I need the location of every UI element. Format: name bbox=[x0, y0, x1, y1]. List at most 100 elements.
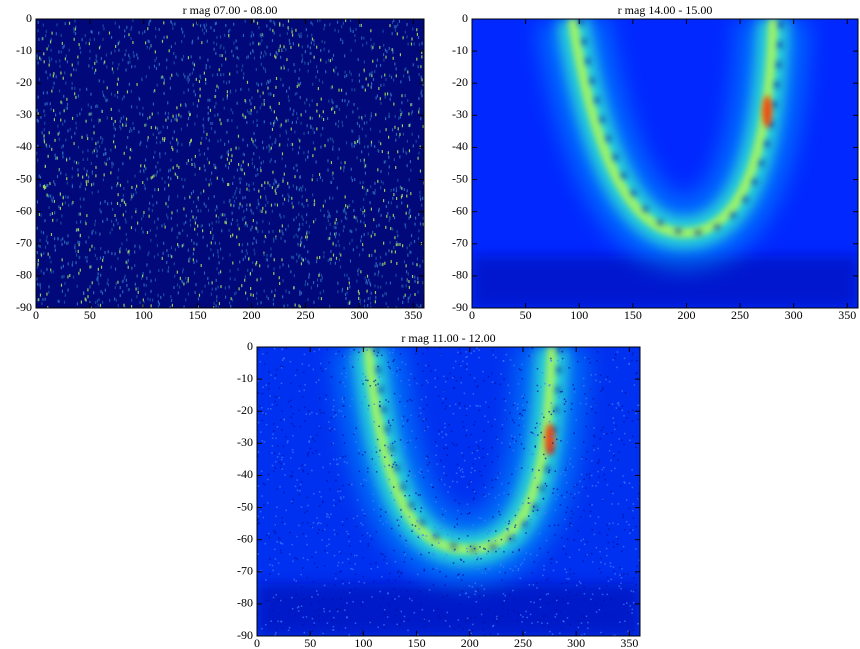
noise bbox=[444, 423, 446, 425]
noise bbox=[267, 408, 269, 410]
speckle bbox=[172, 227, 173, 230]
speckle bbox=[117, 83, 118, 86]
speckle bbox=[205, 78, 206, 81]
noise bbox=[301, 603, 303, 605]
noise bbox=[399, 396, 401, 398]
speckle bbox=[163, 21, 164, 24]
speckle bbox=[401, 285, 402, 288]
speckle bbox=[46, 239, 47, 242]
speckle bbox=[168, 170, 169, 173]
noise bbox=[392, 352, 394, 354]
noise bbox=[564, 403, 566, 405]
speckle bbox=[194, 123, 195, 126]
noise bbox=[392, 419, 394, 421]
y-tick-label: -20 bbox=[16, 75, 32, 89]
speckle bbox=[286, 58, 287, 61]
speckle bbox=[332, 85, 333, 88]
speckle bbox=[302, 203, 303, 206]
speckle bbox=[63, 95, 64, 98]
noise bbox=[280, 600, 282, 602]
speckle bbox=[344, 54, 345, 57]
speckle bbox=[282, 194, 283, 197]
speckle bbox=[247, 224, 248, 227]
speckle bbox=[107, 158, 108, 161]
noise bbox=[371, 538, 373, 540]
noise bbox=[467, 504, 469, 506]
speckle bbox=[166, 214, 167, 217]
speckle bbox=[412, 262, 413, 265]
noise bbox=[290, 400, 292, 402]
noise bbox=[530, 601, 532, 603]
speckle bbox=[235, 46, 236, 49]
noise bbox=[282, 366, 284, 368]
speckle bbox=[38, 120, 39, 123]
speckle bbox=[371, 115, 372, 118]
noise bbox=[380, 591, 382, 593]
speckle bbox=[371, 85, 372, 88]
noise bbox=[318, 620, 320, 622]
noise bbox=[300, 574, 302, 576]
speckle bbox=[99, 79, 100, 82]
speckle bbox=[232, 261, 233, 264]
noise bbox=[467, 551, 469, 553]
noise bbox=[515, 495, 517, 497]
noise bbox=[612, 522, 614, 524]
speckle bbox=[147, 27, 148, 30]
speckle bbox=[152, 299, 153, 302]
speckle bbox=[382, 275, 383, 278]
speckle bbox=[204, 169, 205, 172]
speckle bbox=[124, 201, 125, 204]
speckle bbox=[71, 202, 72, 205]
noise bbox=[560, 352, 562, 354]
noise bbox=[544, 383, 546, 385]
noise bbox=[538, 470, 540, 472]
noise bbox=[479, 457, 481, 459]
speckle bbox=[388, 249, 389, 252]
speckle bbox=[264, 187, 265, 190]
speckle bbox=[345, 293, 346, 296]
speckle bbox=[76, 127, 77, 130]
noise bbox=[579, 480, 581, 482]
speckle bbox=[215, 52, 216, 55]
x-tick-label: 200 bbox=[243, 308, 261, 322]
speckle bbox=[301, 32, 302, 35]
x-tick-label: 300 bbox=[567, 636, 585, 649]
noise bbox=[632, 436, 634, 438]
noise bbox=[443, 466, 445, 468]
noise bbox=[280, 467, 282, 469]
noise bbox=[619, 408, 621, 410]
speckle bbox=[210, 248, 211, 251]
noise bbox=[445, 616, 447, 618]
speckle bbox=[102, 91, 103, 94]
speckle bbox=[416, 58, 417, 61]
speckle bbox=[102, 301, 103, 304]
speckle bbox=[159, 168, 160, 171]
speckle bbox=[347, 206, 348, 209]
noise bbox=[623, 604, 625, 606]
speckle bbox=[418, 237, 419, 240]
noise bbox=[484, 548, 486, 550]
noise bbox=[323, 412, 325, 414]
speckle bbox=[211, 293, 212, 296]
speckle bbox=[282, 152, 283, 155]
speckle bbox=[253, 33, 254, 36]
noise bbox=[286, 348, 288, 350]
speckle bbox=[363, 198, 364, 201]
speckle bbox=[56, 32, 57, 35]
speckle bbox=[184, 197, 185, 200]
speckle bbox=[372, 46, 373, 49]
speckle bbox=[249, 203, 250, 206]
noise bbox=[473, 350, 475, 352]
noise bbox=[378, 456, 380, 458]
speckle bbox=[86, 256, 87, 259]
x-tick-label: 150 bbox=[408, 636, 426, 649]
noise bbox=[299, 410, 301, 412]
noise bbox=[260, 431, 262, 433]
noise bbox=[343, 496, 345, 498]
noise bbox=[526, 522, 528, 524]
speckle bbox=[222, 178, 223, 181]
speckle bbox=[205, 82, 206, 85]
noise bbox=[513, 611, 515, 613]
noise bbox=[568, 367, 570, 369]
noise bbox=[297, 490, 299, 492]
